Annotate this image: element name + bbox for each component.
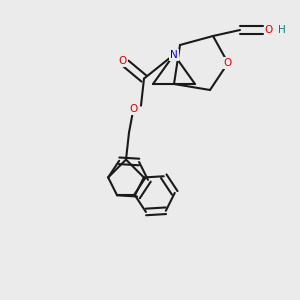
Text: N: N — [170, 50, 178, 60]
Text: O: O — [129, 103, 138, 114]
Text: O: O — [119, 56, 127, 66]
Text: O: O — [265, 25, 273, 35]
Text: O: O — [224, 58, 232, 68]
Text: H: H — [278, 25, 286, 35]
